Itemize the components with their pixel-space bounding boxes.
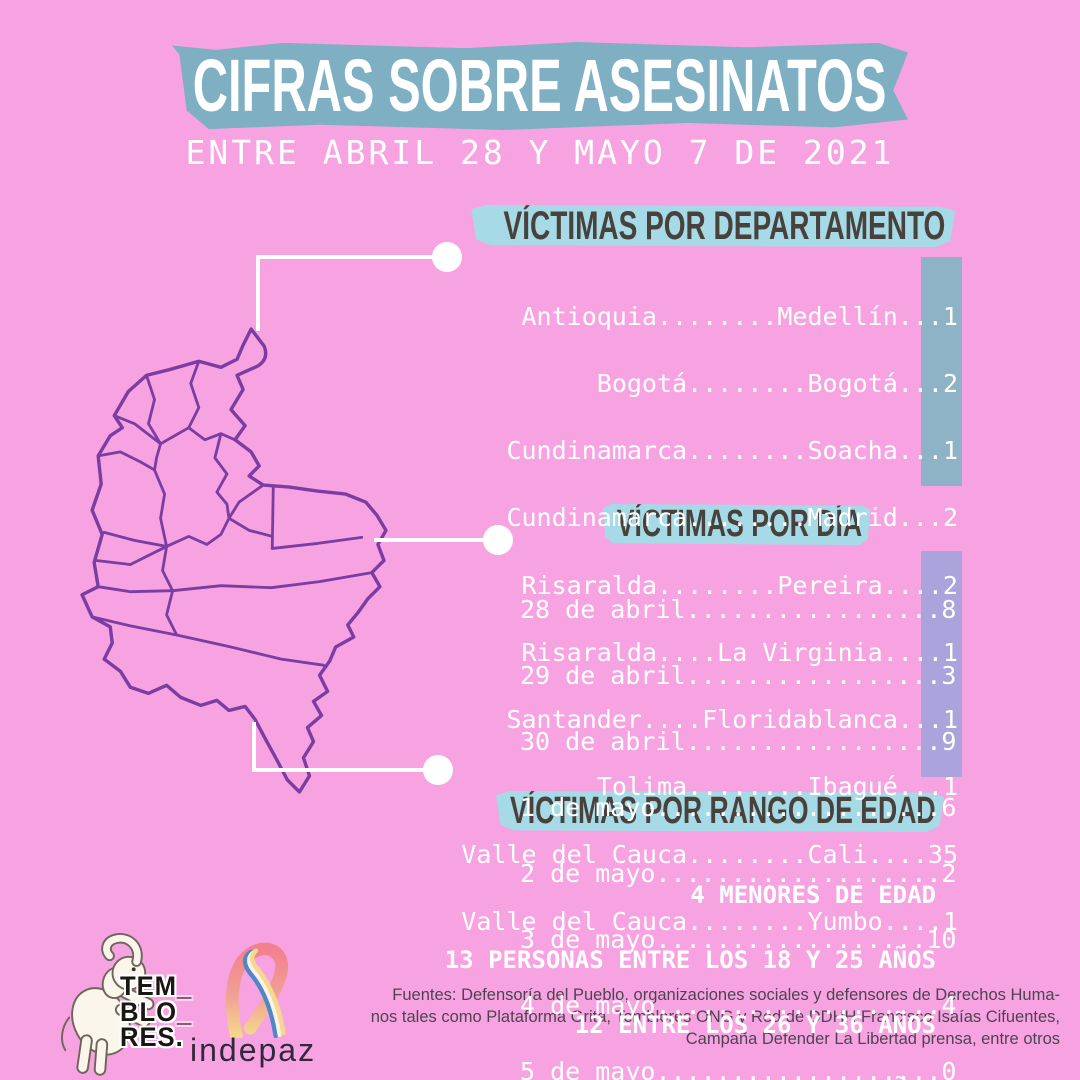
page-subtitle: ENTRE ABRIL 28 Y MAYO 7 DE 2021 (185, 133, 895, 172)
day-row: 4 de mayo...................4 (520, 991, 957, 1020)
sources-text: Fuentes: Defensoría del Pueblo, organiza… (340, 984, 1060, 1050)
elephant-icon (61, 933, 155, 1076)
day-row: 28 de abril.................8 (520, 595, 957, 624)
connector-line (374, 538, 498, 542)
colombia-map (80, 327, 388, 794)
title-banner: CIFRAS SOBRE ASESINATOS (172, 42, 908, 130)
department-row: Cundinamarca........Soacha...1 (506, 436, 958, 466)
section-header-dia: VÍCTIMAS POR DÍA (602, 504, 870, 545)
day-row: 5 de mayo...................0 (520, 1057, 957, 1080)
day-row: 1 de mayo...................6 (520, 793, 957, 822)
source-line: Campaña Defender La Libertad prensa, ent… (685, 1030, 1060, 1048)
day-row: 29 de abril.................3 (520, 661, 957, 690)
day-list: 28 de abril.................8 29 de abri… (520, 555, 957, 1080)
map-outline (80, 327, 388, 794)
connector-dot (423, 755, 453, 785)
number-strip-departamento (921, 257, 962, 486)
source-line: nos tales como Plataforma Grita, Temblor… (370, 1008, 1060, 1026)
day-row: 30 de abril.................9 (520, 727, 957, 756)
page-title: CIFRAS SOBRE ASESINATOS (193, 44, 887, 127)
department-row: Tolima........Ibagué...1 (596, 772, 958, 802)
age-row: 13 PERSONAS ENTRE LOS 18 Y 25 AÑOS (444, 945, 936, 974)
connector-line (256, 255, 260, 331)
indepaz-wordmark: indepaz (190, 1032, 317, 1068)
age-row: 4 MENORES DE EDAD (690, 881, 936, 910)
temblores-wordmark: TEM_ BLO_ RES. (120, 971, 193, 1052)
map-department-borders (90, 359, 374, 667)
number-strip-dia (921, 551, 962, 777)
source-line: Fuentes: Defensoría del Pueblo, organiza… (392, 986, 1060, 1004)
day-row: 2 de mayo...................2 (520, 859, 957, 888)
department-row: Antioquia........Medellín...1 (521, 301, 959, 331)
connector-dot (432, 242, 462, 272)
connector-dot (483, 525, 513, 555)
department-row: Valle del Cauca........Yumbo....1 (461, 906, 958, 936)
department-row: Risaralda........Pereira....2 (521, 570, 959, 600)
department-list: Antioquia........Medellín...1 Bogotá....… (461, 261, 958, 978)
age-list: 4 MENORES DE EDAD 13 PERSONAS ENTRE LOS … (445, 842, 936, 1080)
connector-line (252, 722, 256, 772)
department-row: Bogotá........Bogotá...2 (596, 369, 958, 399)
ribbon-icon (225, 942, 288, 1038)
department-row: Santander....Floridablanca...1 (506, 705, 958, 735)
connector-line (256, 255, 447, 259)
age-row: 12 ENTRE LOS 26 Y 36 AÑOS (574, 1010, 936, 1039)
section-header-departamento: VÍCTIMAS POR DEPARTAMENTO (471, 205, 955, 247)
department-row: Risaralda....La Virginia....1 (521, 637, 959, 667)
day-row: 3 de mayo..................10 (520, 925, 957, 954)
department-row: Cundinamarca........Madrid...2 (506, 503, 958, 533)
section-header-edad: VÍCTIMAS POR RANGO DE EDAD (495, 791, 944, 832)
connector-line (252, 768, 438, 772)
department-row: Valle del Cauca........Cali....35 (461, 839, 958, 869)
